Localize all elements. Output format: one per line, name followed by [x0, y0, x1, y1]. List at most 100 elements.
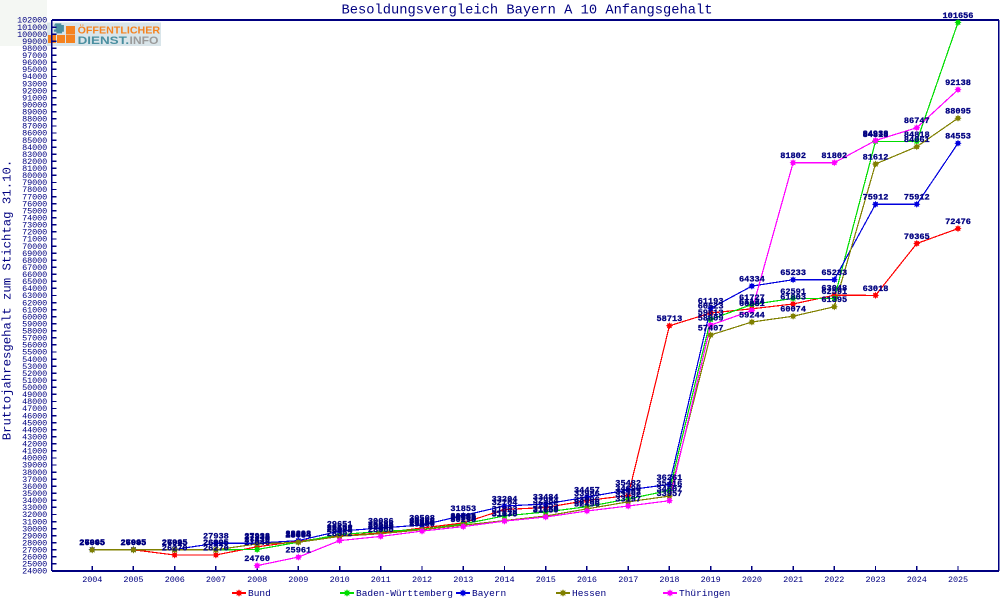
- svg-text:44000: 44000: [22, 425, 47, 435]
- svg-text:60000: 60000: [22, 312, 47, 322]
- svg-text:27045: 27045: [79, 538, 105, 548]
- svg-text:60881: 60881: [739, 299, 765, 309]
- svg-text:26995: 26995: [203, 538, 229, 548]
- svg-text:83000: 83000: [22, 150, 47, 160]
- svg-text:75912: 75912: [863, 193, 889, 203]
- svg-text:81802: 81802: [780, 151, 806, 161]
- svg-text:33204: 33204: [492, 494, 518, 504]
- svg-text:2012: 2012: [412, 575, 432, 585]
- svg-text:29896: 29896: [409, 518, 435, 528]
- svg-text:Hessen: Hessen: [572, 588, 606, 599]
- svg-text:2005: 2005: [123, 575, 143, 585]
- svg-text:84938: 84938: [863, 129, 889, 139]
- svg-text:2014: 2014: [494, 575, 514, 585]
- svg-text:24000: 24000: [22, 567, 47, 577]
- svg-text:33000: 33000: [22, 503, 47, 513]
- svg-text:Thüringen: Thüringen: [679, 588, 730, 599]
- svg-text:64000: 64000: [22, 284, 47, 294]
- svg-text:29285: 29285: [368, 522, 394, 532]
- svg-text:Bund: Bund: [248, 588, 271, 599]
- svg-text:57000: 57000: [22, 334, 47, 344]
- svg-text:27045: 27045: [121, 538, 147, 548]
- svg-text:31000: 31000: [22, 517, 47, 527]
- svg-text:2024: 2024: [907, 575, 927, 585]
- svg-text:61727: 61727: [739, 293, 765, 303]
- svg-text:71000: 71000: [22, 235, 47, 245]
- svg-text:30502: 30502: [450, 514, 476, 524]
- svg-text:26995: 26995: [79, 538, 105, 548]
- svg-text:85000: 85000: [22, 136, 47, 146]
- svg-text:46000: 46000: [22, 411, 47, 421]
- svg-text:2006: 2006: [165, 575, 185, 585]
- svg-text:27000: 27000: [22, 546, 47, 556]
- svg-text:29585: 29585: [368, 520, 394, 530]
- svg-text:94000: 94000: [22, 72, 47, 82]
- svg-text:58713: 58713: [657, 314, 683, 324]
- svg-text:80000: 80000: [22, 171, 47, 181]
- svg-text:50000: 50000: [22, 383, 47, 393]
- svg-text:29850: 29850: [409, 518, 435, 528]
- svg-text:73000: 73000: [22, 221, 47, 231]
- svg-text:40000: 40000: [22, 454, 47, 464]
- svg-text:2013: 2013: [453, 575, 473, 585]
- svg-text:99000: 99000: [22, 37, 47, 47]
- svg-text:27040: 27040: [244, 538, 270, 548]
- svg-text:26995: 26995: [121, 538, 147, 548]
- svg-text:2018: 2018: [659, 575, 679, 585]
- svg-text:31780: 31780: [533, 504, 559, 514]
- svg-text:38000: 38000: [22, 468, 47, 478]
- svg-text:90000: 90000: [22, 101, 47, 111]
- svg-text:30655: 30655: [450, 512, 476, 522]
- svg-text:27045: 27045: [162, 538, 188, 548]
- svg-text:65233: 65233: [780, 268, 806, 278]
- svg-text:41000: 41000: [22, 447, 47, 457]
- svg-text:45000: 45000: [22, 418, 47, 428]
- svg-text:26995: 26995: [79, 538, 105, 548]
- svg-text:60074: 60074: [780, 305, 806, 315]
- svg-text:47000: 47000: [22, 404, 47, 414]
- svg-text:81000: 81000: [22, 164, 47, 174]
- svg-text:61124: 61124: [739, 297, 765, 307]
- svg-text:82000: 82000: [22, 157, 47, 167]
- svg-text:64334: 64334: [739, 275, 765, 285]
- svg-text:84818: 84818: [863, 130, 889, 140]
- svg-text:33197: 33197: [615, 494, 641, 504]
- svg-text:24760: 24760: [244, 554, 270, 564]
- svg-text:28084: 28084: [285, 531, 311, 541]
- svg-text:Besoldungsvergleich Bayern A 1: Besoldungsvergleich Bayern A 10 Anfangsg…: [342, 3, 713, 19]
- svg-text:33484: 33484: [533, 492, 559, 502]
- svg-text:34457: 34457: [574, 486, 600, 496]
- svg-text:35482: 35482: [615, 478, 641, 488]
- svg-text:2011: 2011: [371, 575, 391, 585]
- svg-text:30508: 30508: [409, 513, 435, 523]
- svg-text:28064: 28064: [285, 531, 311, 541]
- svg-text:2009: 2009: [288, 575, 308, 585]
- svg-text:31138: 31138: [492, 509, 518, 519]
- svg-text:2016: 2016: [577, 575, 597, 585]
- svg-text:62000: 62000: [22, 298, 47, 308]
- svg-text:87000: 87000: [22, 122, 47, 132]
- svg-text:2019: 2019: [701, 575, 721, 585]
- svg-text:86747: 86747: [904, 116, 930, 126]
- svg-text:33792: 33792: [615, 490, 641, 500]
- svg-text:28902: 28902: [327, 525, 353, 535]
- svg-text:26995: 26995: [79, 538, 105, 548]
- svg-text:101000: 101000: [17, 23, 47, 33]
- svg-text:26995: 26995: [203, 538, 229, 548]
- svg-text:60523: 60523: [698, 301, 724, 311]
- svg-text:62591: 62591: [780, 287, 806, 297]
- svg-text:81612: 81612: [863, 152, 889, 162]
- svg-text:59244: 59244: [739, 310, 765, 320]
- svg-text:84061: 84061: [904, 135, 930, 145]
- svg-text:2007: 2007: [206, 575, 226, 585]
- svg-text:59000: 59000: [22, 320, 47, 330]
- svg-text:52000: 52000: [22, 369, 47, 379]
- svg-text:31853: 31853: [450, 504, 476, 514]
- svg-text:62591: 62591: [821, 287, 847, 297]
- svg-text:68000: 68000: [22, 256, 47, 266]
- svg-text:88000: 88000: [22, 115, 47, 125]
- svg-text:34192: 34192: [615, 487, 641, 497]
- svg-text:26995: 26995: [121, 538, 147, 548]
- svg-text:72476: 72476: [945, 217, 971, 227]
- svg-text:32796: 32796: [574, 497, 600, 507]
